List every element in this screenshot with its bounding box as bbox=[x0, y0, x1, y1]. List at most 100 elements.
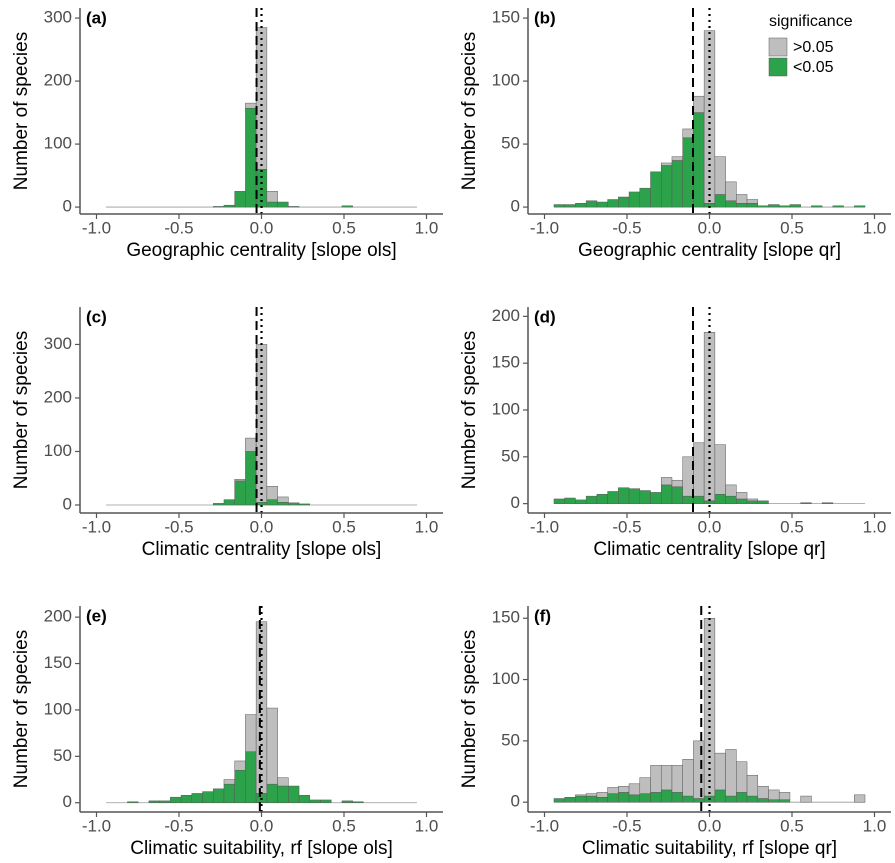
bar bbox=[746, 203, 759, 208]
x-axis-title: Climatic centrality [slope qr] bbox=[593, 539, 825, 560]
bar bbox=[585, 795, 598, 803]
panel: 0 100 200 300 -1.0 -0.5 0.0 0.5 1.0 Climatic cent… bbox=[11, 307, 443, 560]
bar bbox=[725, 200, 737, 208]
bar bbox=[288, 785, 300, 803]
bar bbox=[714, 156, 726, 195]
panel: 0 50 100 150 200 -1.0 -0.5 0.0 0.5 1.0 Climatic ce… bbox=[459, 306, 891, 560]
y-tick-label: 150 bbox=[44, 653, 72, 672]
bar bbox=[607, 491, 619, 504]
bar bbox=[746, 498, 759, 502]
bar bbox=[693, 798, 705, 803]
panel-label: (b) bbox=[534, 8, 556, 27]
bar bbox=[757, 798, 769, 803]
bar bbox=[575, 203, 587, 208]
bar bbox=[223, 783, 235, 803]
bar bbox=[725, 495, 737, 504]
x-axis-title: Geographic centrality [slope qr] bbox=[578, 240, 841, 261]
bar bbox=[671, 486, 683, 504]
bar bbox=[650, 492, 662, 504]
bar bbox=[778, 799, 791, 803]
bar bbox=[255, 502, 268, 506]
bar bbox=[736, 498, 748, 504]
bar bbox=[159, 800, 171, 803]
legend-key bbox=[768, 37, 788, 57]
bar bbox=[266, 499, 278, 506]
x-tick-label: 0.5 bbox=[780, 218, 804, 237]
bar bbox=[746, 774, 759, 797]
y-tick-label: 200 bbox=[44, 607, 72, 626]
x-tick-label: -0.5 bbox=[612, 218, 641, 237]
bar bbox=[628, 191, 641, 208]
legend-title: significance bbox=[769, 13, 853, 30]
bar bbox=[618, 487, 630, 504]
x-tick-label: 0.0 bbox=[698, 816, 722, 835]
bar bbox=[639, 777, 651, 794]
bar bbox=[757, 500, 769, 504]
bar bbox=[789, 204, 801, 208]
bar bbox=[650, 765, 662, 793]
bar bbox=[682, 795, 694, 803]
bar bbox=[714, 494, 726, 504]
bar bbox=[266, 485, 278, 500]
bar bbox=[553, 798, 565, 803]
bar bbox=[266, 707, 278, 785]
bar bbox=[170, 796, 182, 803]
y-tick-label: 150 bbox=[492, 353, 520, 372]
bar bbox=[854, 205, 866, 208]
x-tick-label: -1.0 bbox=[530, 517, 559, 536]
x-tick-label: 0.0 bbox=[250, 517, 274, 536]
bar bbox=[191, 793, 203, 803]
bar bbox=[693, 95, 705, 113]
bar bbox=[660, 789, 673, 803]
bar bbox=[245, 751, 257, 803]
x-tick-label: -1.0 bbox=[82, 816, 111, 835]
bar bbox=[746, 199, 759, 204]
bar bbox=[223, 499, 235, 506]
bar bbox=[811, 205, 823, 208]
bar bbox=[298, 795, 311, 803]
bar bbox=[212, 206, 225, 208]
bar bbox=[352, 801, 364, 803]
x-axis-title: Climatic suitability, rf [slope qr] bbox=[582, 838, 837, 859]
bar bbox=[736, 792, 748, 803]
y-tick-label: 150 bbox=[492, 8, 520, 27]
x-tick-label: 0.0 bbox=[698, 517, 722, 536]
bar bbox=[693, 442, 705, 497]
panel: 0 50 100 150 -1.0 -0.5 0.0 0.5 1.0 Geographic cen… bbox=[459, 8, 891, 261]
x-tick-label: 1.0 bbox=[415, 816, 439, 835]
x-tick-label: -0.5 bbox=[612, 517, 641, 536]
bar bbox=[671, 479, 683, 488]
bar bbox=[768, 204, 780, 208]
bar bbox=[564, 204, 576, 208]
bar bbox=[564, 497, 576, 504]
bar bbox=[288, 206, 300, 208]
bar bbox=[234, 760, 246, 771]
bar bbox=[746, 500, 759, 504]
bar bbox=[127, 801, 139, 803]
y-tick-label: 200 bbox=[44, 387, 72, 406]
bar bbox=[320, 799, 332, 803]
bar bbox=[714, 194, 726, 208]
bar bbox=[245, 107, 257, 208]
x-axis-title: Climatic centrality [slope ols] bbox=[142, 539, 382, 560]
bar bbox=[553, 204, 565, 208]
bar bbox=[821, 502, 834, 504]
bar bbox=[639, 490, 651, 504]
panel-label: (f) bbox=[534, 606, 551, 625]
bar bbox=[585, 793, 598, 797]
bar bbox=[693, 112, 705, 208]
bar bbox=[575, 795, 587, 803]
bar bbox=[639, 187, 651, 208]
x-tick-label: 0.5 bbox=[780, 517, 804, 536]
x-tick-label: -0.5 bbox=[612, 816, 641, 835]
bar bbox=[660, 484, 673, 504]
x-tick-label: -1.0 bbox=[82, 517, 111, 536]
y-tick-label: 50 bbox=[501, 134, 520, 153]
bar bbox=[854, 794, 866, 803]
y-tick-label: 50 bbox=[501, 730, 520, 749]
bar bbox=[736, 203, 748, 208]
y-axis-title: Number of species bbox=[459, 331, 480, 489]
bar bbox=[682, 759, 694, 797]
bar bbox=[693, 495, 705, 504]
bar bbox=[671, 156, 683, 161]
